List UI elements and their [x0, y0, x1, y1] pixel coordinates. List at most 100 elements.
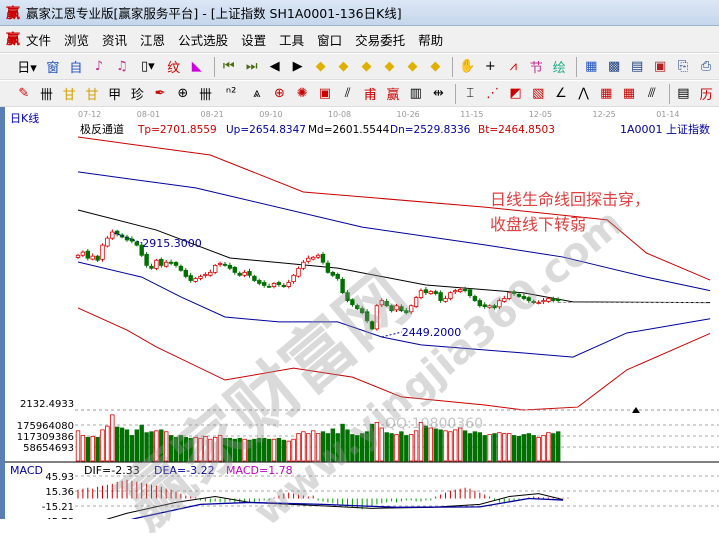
volume-bar	[374, 421, 380, 462]
menu-bar: 赢 文件 浏览 资讯 江恩 公式选股 设置 工具 窗口 交易委托 帮助	[0, 26, 719, 53]
diamond-x-icon[interactable]: ◆	[407, 59, 418, 74]
menu-item-7[interactable]: 窗口	[317, 32, 343, 48]
draw-icon[interactable]: 绘	[552, 61, 566, 76]
box-icon[interactable]: ▣	[318, 86, 332, 101]
menu-item-9[interactable]: 帮助	[418, 32, 444, 48]
target-icon[interactable]: ⊕	[274, 86, 285, 101]
print-icon[interactable]: ⎙	[700, 59, 712, 74]
vline-icon[interactable]: ⌶	[466, 86, 474, 101]
channel-icon[interactable]: ⫻	[647, 86, 656, 101]
high-pointer	[114, 232, 143, 244]
volume-bar	[359, 433, 365, 462]
measure-icon[interactable]: ⇹	[432, 86, 444, 101]
angle2-icon[interactable]: ∠	[555, 86, 567, 101]
hand-icon[interactable]: ✋	[459, 59, 476, 74]
pen-icon[interactable]: ✎	[18, 86, 30, 101]
volume-bar	[350, 434, 355, 462]
menu-item-8[interactable]: 交易委托	[355, 32, 406, 48]
crosshair-icon[interactable]: +	[484, 59, 496, 74]
pattern-icon[interactable]: 纹	[167, 61, 181, 76]
gann2-icon[interactable]: 甘	[85, 88, 99, 103]
volume-bar	[198, 437, 203, 462]
first-icon[interactable]: ⏮	[222, 59, 235, 74]
date-tick: 10-08	[328, 110, 351, 119]
arc-icon[interactable]: 甫	[363, 88, 377, 103]
line-tool-icon[interactable]: ⩘	[509, 59, 517, 74]
date-tick: 11-15	[460, 110, 483, 119]
spiral-icon[interactable]: 珍	[130, 88, 144, 103]
gann-box-icon[interactable]: ◩	[509, 86, 522, 101]
square-icon[interactable]: ⁿ²	[225, 86, 237, 101]
volume-bar	[232, 438, 237, 462]
candle-body	[448, 292, 453, 299]
toolbar-separator	[668, 83, 670, 104]
candle-body	[193, 278, 198, 282]
table-icon[interactable]: ▤	[677, 86, 690, 101]
candle-body	[134, 241, 139, 246]
chart-type-icon[interactable]: ♪	[94, 59, 104, 74]
angle-icon[interactable]: ⩓	[253, 86, 261, 101]
lines-icon[interactable]: 卌	[198, 88, 212, 103]
menu-item-0[interactable]: 文件	[26, 32, 52, 48]
diamond-all-icon[interactable]: ◆	[430, 59, 441, 74]
volume-tick: 58654693	[23, 443, 74, 454]
custom-icon[interactable]: 自	[69, 61, 83, 76]
prev-icon[interactable]: ◀	[269, 59, 280, 74]
menu-item-4[interactable]: 公式选股	[178, 32, 229, 48]
chart-type2-icon[interactable]: ♫	[116, 59, 128, 74]
toolbar-separator	[576, 56, 578, 77]
diamond-h-icon[interactable]: ◆	[361, 59, 372, 74]
app-logo: 赢	[6, 5, 20, 22]
calendar-icon[interactable]: ▦	[585, 59, 598, 74]
win-icon[interactable]: 赢	[386, 88, 400, 103]
volume-bar	[227, 437, 233, 462]
square9-icon[interactable]: ▦	[600, 86, 613, 101]
grid-icon[interactable]: 卌	[40, 88, 54, 103]
candle-body	[556, 299, 561, 302]
history-icon[interactable]: 历	[699, 88, 713, 103]
channel-line-tp	[77, 136, 711, 281]
last-icon[interactable]: ⏭	[245, 59, 258, 74]
low-pointer	[381, 331, 402, 338]
candle-body	[163, 261, 169, 267]
menu-item-6[interactable]: 工具	[279, 32, 305, 48]
node-icon[interactable]: 节	[529, 61, 543, 76]
calculator-icon[interactable]: ▩	[608, 59, 621, 74]
candle-body	[516, 294, 522, 297]
window-icon[interactable]: 窗	[46, 61, 60, 76]
candle-body	[359, 308, 365, 314]
fib-icon[interactable]: 甲	[108, 88, 122, 103]
star-icon[interactable]: ✺	[296, 86, 308, 101]
diamond-left-icon[interactable]: ◆	[315, 59, 326, 74]
brush-icon[interactable]: ✒	[154, 86, 166, 101]
wave-icon[interactable]: ⋀	[578, 86, 589, 101]
volume-bar	[105, 425, 110, 462]
period-dropdown[interactable]: 日▾	[17, 61, 37, 76]
menu-item-5[interactable]: 设置	[241, 32, 267, 48]
candle-body	[364, 311, 370, 322]
save-icon[interactable]: ▣	[653, 59, 667, 74]
menu-item-3[interactable]: 江恩	[140, 32, 166, 48]
circle-icon[interactable]: ⊕	[177, 86, 189, 101]
menu-item-1[interactable]: 浏览	[64, 32, 90, 48]
ruler-icon[interactable]: ▥	[409, 86, 422, 101]
kline-chart[interactable]: 07-12 08-01 08-21 09-10 10-08 10-26 11-15 12-05…	[0, 107, 719, 519]
gann-grid-icon[interactable]: ▧	[532, 86, 545, 101]
parallel-icon[interactable]: ⫽	[344, 86, 351, 101]
candle-body	[404, 310, 409, 314]
menu-item-2[interactable]: 资讯	[102, 32, 128, 48]
square144-icon[interactable]: ▦	[622, 86, 636, 101]
candle-dropdown[interactable]: ▯▾	[140, 59, 155, 74]
candle-body	[261, 282, 267, 286]
next-icon[interactable]: ▶	[292, 59, 303, 74]
volume-bar	[173, 436, 179, 462]
indicator-icon[interactable]: ◣	[191, 59, 202, 74]
volume-bar	[428, 427, 433, 462]
gann-icon[interactable]: 甘	[62, 88, 76, 103]
menu-logo[interactable]: 赢	[6, 32, 20, 48]
diamond-right-icon[interactable]: ◆	[338, 59, 349, 74]
fan-icon[interactable]: ⋰	[486, 86, 500, 101]
diamond-v-icon[interactable]: ◆	[384, 59, 395, 74]
network-icon[interactable]: ⎘	[677, 59, 689, 74]
notes-icon[interactable]: ▤	[631, 59, 644, 74]
